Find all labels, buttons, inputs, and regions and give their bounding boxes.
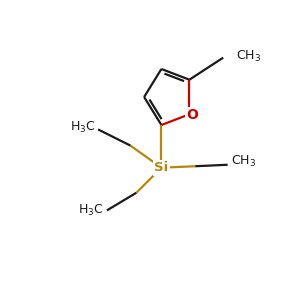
Text: Si: Si bbox=[154, 161, 169, 174]
Text: CH$_3$: CH$_3$ bbox=[231, 154, 256, 170]
Text: O: O bbox=[186, 108, 198, 122]
Text: CH$_3$: CH$_3$ bbox=[236, 49, 262, 64]
Text: H$_3$C: H$_3$C bbox=[78, 203, 104, 218]
Text: H$_3$C: H$_3$C bbox=[70, 120, 95, 136]
